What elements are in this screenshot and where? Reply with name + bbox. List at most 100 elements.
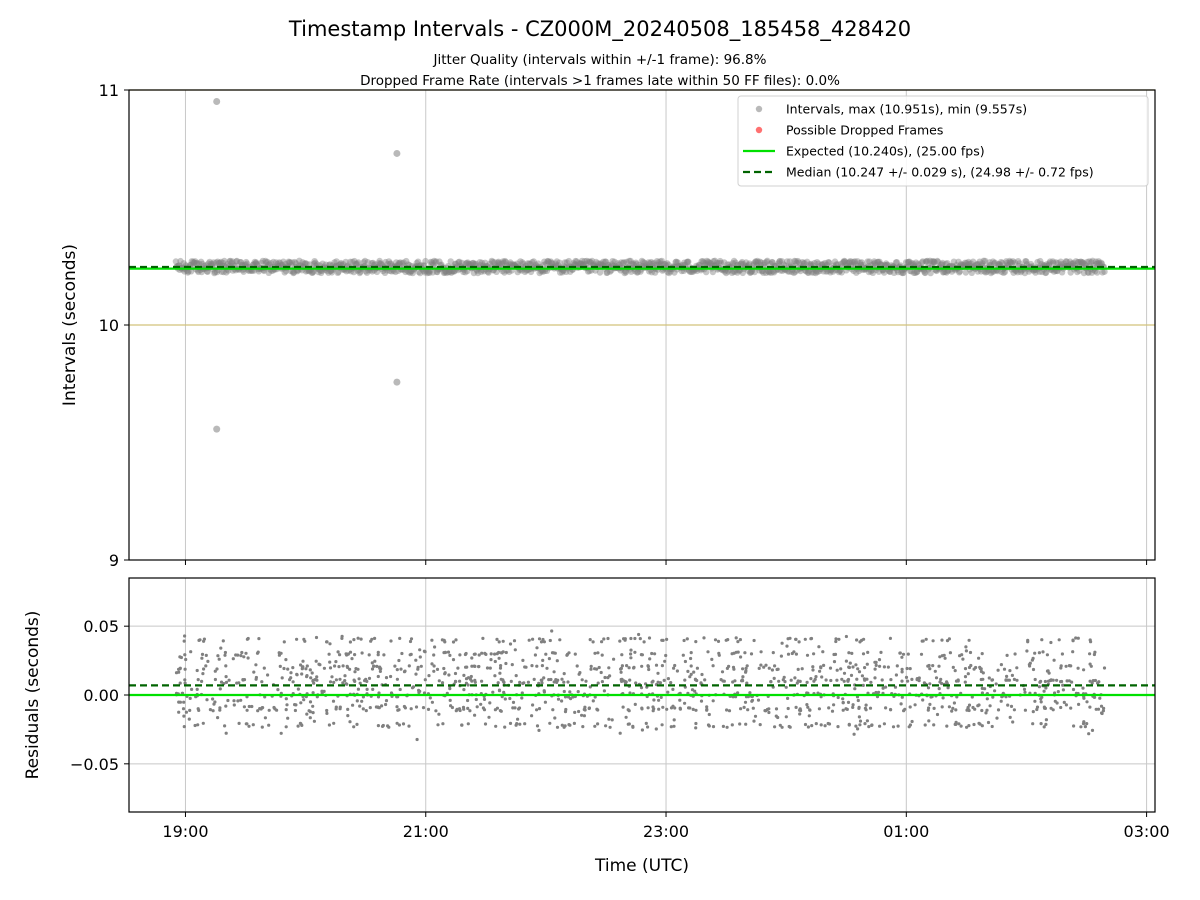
interval-point <box>672 258 679 266</box>
residual-point <box>841 697 845 701</box>
interval-point <box>384 261 391 268</box>
residual-point <box>353 679 357 684</box>
residual-point <box>1004 678 1008 682</box>
interval-point <box>707 260 714 267</box>
interval-point <box>738 260 745 267</box>
residual-point <box>334 678 338 682</box>
interval-point <box>979 260 986 267</box>
interval-point <box>793 259 800 267</box>
interval-point <box>915 262 922 269</box>
interval-point <box>252 260 259 267</box>
residual-point <box>361 695 365 699</box>
residual-point <box>606 636 610 641</box>
residual-point <box>332 680 336 685</box>
residual-point <box>629 648 633 652</box>
interval-point <box>1084 269 1092 276</box>
bottom-y-tick-label-0: 0.05 <box>83 617 119 636</box>
interval-point <box>640 258 647 266</box>
residual-point <box>358 704 362 708</box>
residual-point <box>629 636 633 641</box>
residual-point <box>593 695 597 699</box>
interval-point <box>349 258 356 266</box>
interval-point <box>258 259 265 267</box>
interval-point <box>441 269 448 276</box>
interval-point <box>1063 258 1070 265</box>
residual-point <box>637 632 641 637</box>
residual-point <box>939 677 943 682</box>
residual-point <box>672 666 676 670</box>
interval-point <box>955 258 962 265</box>
interval-point <box>276 259 283 266</box>
residual-point <box>878 724 882 728</box>
residual-point <box>979 669 984 674</box>
residual-point <box>353 670 357 674</box>
residual-point <box>1038 680 1042 684</box>
interval-point <box>1006 257 1013 265</box>
residual-point <box>232 699 236 703</box>
residual-point <box>593 667 597 671</box>
residual-point <box>805 691 809 695</box>
interval-point <box>651 269 659 276</box>
legend-entry-1: Possible Dropped Frames <box>786 123 943 138</box>
residual-point <box>204 664 208 668</box>
residual-point <box>348 640 352 644</box>
interval-point <box>626 257 633 265</box>
interval-point <box>871 259 879 267</box>
interval-point <box>825 259 832 266</box>
interval-point <box>334 269 341 276</box>
interval-point <box>921 269 928 276</box>
residual-point <box>573 652 577 656</box>
residual-point <box>223 724 227 728</box>
residual-point <box>481 636 485 641</box>
residual-point <box>583 708 587 712</box>
interval-point <box>448 269 455 276</box>
residual-point <box>837 637 841 641</box>
residual-point <box>951 706 955 711</box>
residual-point <box>183 653 187 657</box>
interval-point <box>363 269 371 276</box>
residual-point <box>409 637 414 641</box>
residual-point <box>794 652 799 656</box>
interval-point <box>758 259 765 266</box>
interval-point <box>650 259 657 267</box>
residual-point <box>201 672 205 676</box>
residual-point <box>938 680 942 684</box>
interval-point <box>762 269 770 276</box>
residual-point <box>284 658 288 662</box>
residual-point <box>633 650 637 654</box>
residual-point <box>957 722 961 726</box>
residual-point <box>343 679 347 683</box>
residual-point <box>979 677 983 682</box>
interval-point <box>934 257 941 265</box>
residual-point <box>951 665 955 670</box>
residual-point <box>1008 669 1012 673</box>
residual-point <box>365 687 369 692</box>
residual-point <box>1102 706 1106 711</box>
residual-point <box>877 658 882 662</box>
residual-point <box>466 698 470 703</box>
residual-point <box>706 650 710 654</box>
residual-point <box>369 639 373 643</box>
interval-point <box>296 257 303 264</box>
residual-point <box>751 706 755 710</box>
residual-point <box>864 703 868 707</box>
residual-point <box>196 723 200 727</box>
residual-point <box>368 706 372 710</box>
interval-point <box>875 268 882 275</box>
residual-point <box>657 698 661 702</box>
interval-point <box>219 259 227 267</box>
residual-point <box>967 638 971 642</box>
residual-point <box>322 666 326 670</box>
residual-point <box>419 664 423 668</box>
residual-point <box>836 695 840 700</box>
residual-point <box>480 651 484 655</box>
residual-point <box>587 706 591 711</box>
residual-point <box>279 731 283 735</box>
residual-point <box>1040 638 1044 642</box>
residual-point <box>457 707 462 711</box>
residual-point <box>928 667 932 671</box>
residual-point <box>543 700 548 704</box>
residual-point <box>1008 715 1012 720</box>
interval-point <box>1042 269 1050 276</box>
residual-point <box>846 678 850 683</box>
